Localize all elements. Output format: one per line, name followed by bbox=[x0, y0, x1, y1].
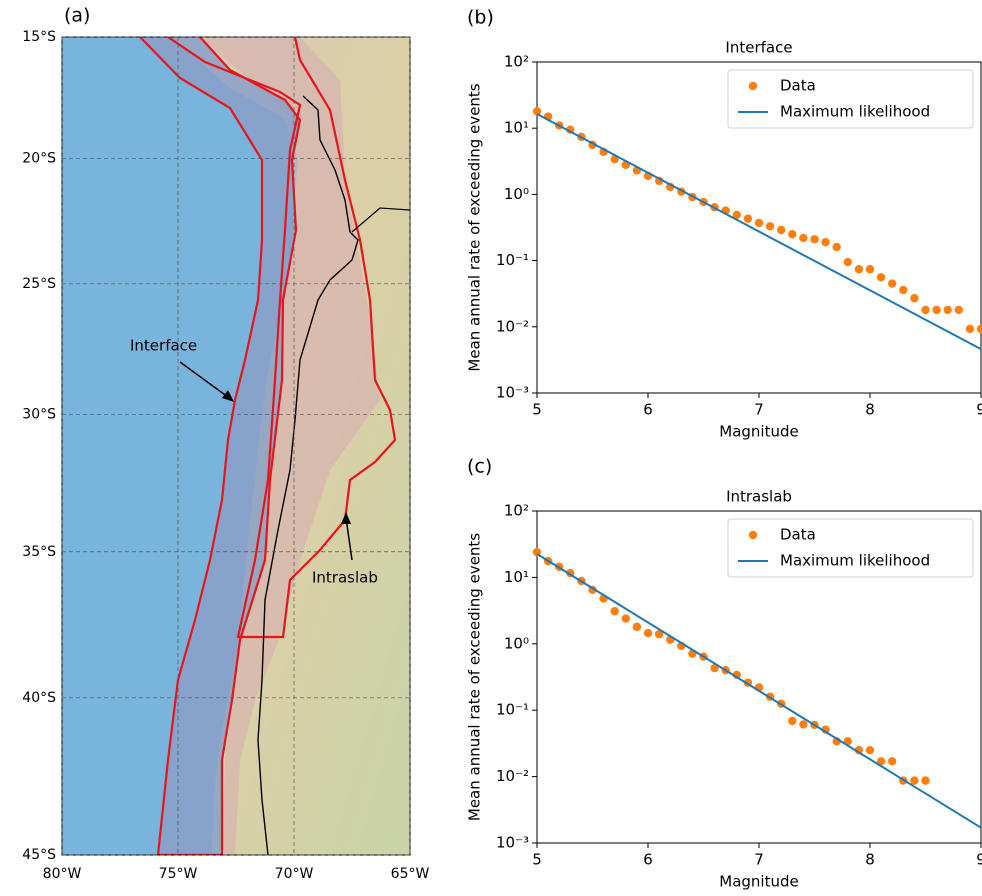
data-point bbox=[966, 325, 974, 333]
chart-title: Interface bbox=[725, 39, 792, 57]
y-tick-label: 10⁻² bbox=[496, 767, 529, 785]
x-axis-label: Magnitude bbox=[719, 873, 798, 891]
x-axis-label: Magnitude bbox=[719, 423, 798, 441]
fit-line bbox=[537, 114, 981, 349]
data-point bbox=[955, 306, 963, 314]
data-point bbox=[622, 614, 630, 622]
annotation: Intraslab bbox=[312, 569, 378, 587]
y-tick-label: 10⁰ bbox=[504, 185, 529, 203]
y-tick-label: 10⁻³ bbox=[496, 384, 529, 402]
data-point bbox=[855, 265, 863, 273]
data-point bbox=[977, 325, 982, 333]
data-point bbox=[921, 776, 929, 784]
x-tick-label: 5 bbox=[532, 851, 542, 869]
x-tick-label: 6 bbox=[643, 401, 653, 419]
x-tick-label: 5 bbox=[532, 401, 542, 419]
data-point bbox=[821, 238, 829, 246]
x-tick-label: 65°W bbox=[391, 866, 430, 882]
data-point bbox=[799, 234, 807, 242]
legend-swatch bbox=[749, 531, 757, 539]
panel-label: (a) bbox=[64, 5, 90, 27]
data-point bbox=[755, 219, 763, 227]
legend-label: Data bbox=[780, 77, 816, 95]
map-background bbox=[62, 37, 410, 855]
y-tick-label: 10² bbox=[504, 53, 529, 71]
data-point bbox=[788, 717, 796, 725]
y-tick-label: 25°S bbox=[22, 276, 56, 292]
panel-label: (b) bbox=[467, 7, 494, 29]
data-point bbox=[899, 286, 907, 294]
x-tick-label: 7 bbox=[754, 401, 764, 419]
y-tick-label: 40°S bbox=[22, 690, 56, 706]
y-tick-label: 45°S bbox=[22, 847, 56, 863]
x-tick-label: 7 bbox=[754, 851, 764, 869]
y-axis-label: Mean annual rate of exceeding events bbox=[466, 533, 484, 821]
y-tick-label: 15°S bbox=[22, 29, 56, 45]
x-tick-label: 8 bbox=[865, 851, 875, 869]
y-tick-label: 10² bbox=[504, 502, 529, 520]
data-point bbox=[866, 746, 874, 754]
legend-label: Data bbox=[780, 526, 816, 544]
data-point bbox=[921, 306, 929, 314]
data-point bbox=[744, 214, 752, 222]
data-point bbox=[910, 294, 918, 302]
y-tick-label: 10⁻¹ bbox=[496, 701, 529, 719]
data-point bbox=[888, 279, 896, 287]
legend-swatch bbox=[749, 82, 757, 90]
x-tick-label: 80°W bbox=[43, 866, 82, 882]
data-point bbox=[633, 623, 641, 631]
data-point bbox=[844, 258, 852, 266]
data-point bbox=[777, 226, 785, 234]
data-point bbox=[810, 235, 818, 243]
x-tick-label: 8 bbox=[865, 401, 875, 419]
data-point bbox=[944, 306, 952, 314]
data-point bbox=[910, 776, 918, 784]
x-tick-label: 9 bbox=[976, 851, 982, 869]
fit-line bbox=[537, 554, 981, 828]
data-point bbox=[932, 306, 940, 314]
x-tick-label: 70°W bbox=[275, 866, 314, 882]
figure: Interface Intraslab (a) 80°W 75°W 70°W 65°W… bbox=[0, 0, 982, 896]
y-axis-label: Mean annual rate of exceeding events bbox=[466, 83, 484, 371]
legend-label: Maximum likelihood bbox=[780, 103, 930, 121]
x-tick-label: 6 bbox=[643, 851, 653, 869]
data-point bbox=[888, 757, 896, 765]
y-tick-label: 10⁻³ bbox=[496, 834, 529, 852]
y-tick-label: 10⁻¹ bbox=[496, 251, 529, 269]
x-tick-label: 75°W bbox=[159, 866, 198, 882]
data-point bbox=[766, 222, 774, 230]
data-point bbox=[788, 230, 796, 238]
data-point bbox=[799, 720, 807, 728]
y-tick-label: 30°S bbox=[22, 406, 56, 422]
data-point bbox=[611, 607, 619, 615]
panel-label: (c) bbox=[467, 456, 492, 478]
legend-label: Maximum likelihood bbox=[780, 552, 930, 570]
y-tick-label: 20°S bbox=[22, 150, 56, 166]
data-point bbox=[644, 629, 652, 637]
y-tick-label: 10⁰ bbox=[504, 634, 529, 652]
data-point bbox=[866, 265, 874, 273]
y-tick-label: 10¹ bbox=[504, 119, 529, 137]
annotation: Interface bbox=[130, 337, 197, 355]
x-tick-label: 9 bbox=[976, 401, 982, 419]
data-point bbox=[877, 273, 885, 281]
data-point bbox=[833, 243, 841, 251]
chart-title: Intraslab bbox=[726, 488, 792, 506]
y-tick-label: 35°S bbox=[22, 544, 56, 560]
y-tick-label: 10⁻² bbox=[496, 317, 529, 335]
y-tick-label: 10¹ bbox=[504, 568, 529, 586]
